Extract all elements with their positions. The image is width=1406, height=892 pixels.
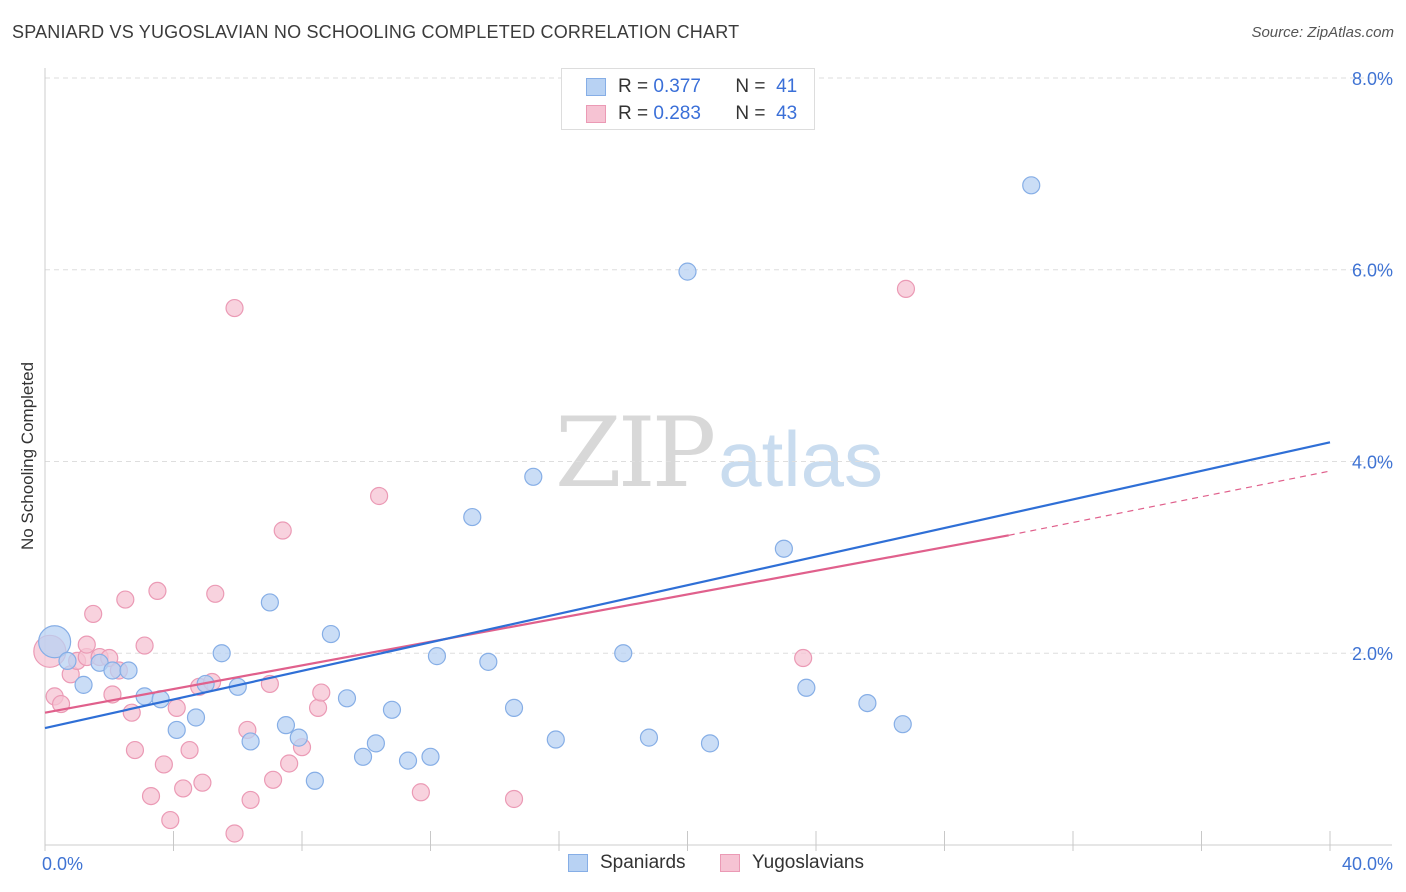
yugoslavian-point bbox=[794, 648, 813, 668]
yugoslavian-point bbox=[141, 786, 161, 806]
legend-n-value: 43 bbox=[776, 103, 798, 124]
spaniard-point bbox=[353, 747, 373, 766]
spaniard-point bbox=[463, 507, 482, 527]
yugoslavian-point bbox=[206, 584, 225, 603]
bottom-legend-spaniards: Spaniards bbox=[568, 852, 686, 874]
legend-r-value: 0.283 bbox=[653, 103, 701, 124]
legend-n-value: 41 bbox=[776, 76, 798, 97]
legend-row-yugoslavians: R = 0.283 N = 43 bbox=[586, 103, 797, 125]
spaniard-point bbox=[893, 715, 912, 734]
yugoslavian-point bbox=[174, 779, 193, 798]
spaniard-point bbox=[1022, 176, 1041, 195]
spaniard-point bbox=[700, 734, 720, 753]
legend-swatch-pink bbox=[586, 105, 606, 123]
yugoslavian-point bbox=[135, 636, 154, 655]
spaniard-point bbox=[186, 708, 206, 727]
spaniard-point bbox=[103, 661, 122, 680]
spaniard-point bbox=[774, 539, 793, 558]
yugoslavian-point bbox=[180, 740, 199, 760]
spaniard-point bbox=[167, 720, 186, 740]
yugoslavian-point bbox=[116, 590, 135, 609]
yugoslavian-point bbox=[193, 773, 212, 792]
bottom-legend-label-spaniards: Spaniards bbox=[600, 852, 686, 873]
spaniard-point bbox=[276, 716, 296, 735]
spaniard-point bbox=[546, 730, 565, 749]
spaniard-point bbox=[260, 593, 279, 612]
spaniard-point bbox=[58, 651, 77, 671]
spaniard-point bbox=[321, 624, 341, 644]
yugoslavian-point bbox=[125, 740, 145, 760]
spaniard-point bbox=[289, 728, 308, 747]
spaniard-point bbox=[241, 732, 260, 751]
legend-r-value: 0.377 bbox=[653, 76, 701, 97]
x-tick-label: 0.0% bbox=[42, 854, 83, 874]
yugoslavian-point bbox=[241, 790, 260, 810]
y-tick-label: 4.0% bbox=[1352, 452, 1393, 472]
spaniard-point bbox=[119, 661, 138, 680]
bottom-swatch-blue bbox=[568, 854, 588, 872]
spaniard-point bbox=[858, 693, 877, 713]
yugoslavian-point bbox=[504, 789, 524, 809]
y-axis-label: No Schooling Completed bbox=[18, 361, 37, 551]
yugoslavian-point bbox=[280, 754, 299, 773]
spaniard-point bbox=[305, 771, 324, 790]
y-tick-label: 6.0% bbox=[1352, 261, 1393, 281]
yugoslavian-point bbox=[225, 298, 244, 318]
legend-n-label: N = bbox=[735, 76, 766, 97]
yugoslavian-point bbox=[77, 635, 96, 654]
y-tick-label: 2.0% bbox=[1352, 644, 1393, 664]
yugoslavian-point bbox=[411, 783, 430, 802]
legend-r-label: R = bbox=[618, 76, 649, 97]
yugoslavian-point bbox=[167, 698, 186, 717]
correlation-legend: R = 0.377 N = 41 R = 0.283 N = 43 bbox=[561, 68, 815, 130]
spaniard-point bbox=[504, 698, 524, 717]
yugoslavian-point bbox=[263, 770, 283, 789]
bottom-legend-label-yugoslavians: Yugoslavians bbox=[752, 852, 864, 873]
bottom-legend-yugoslavians: Yugoslavians bbox=[720, 852, 864, 874]
yugoslavian-point bbox=[896, 279, 916, 298]
spaniard-point bbox=[479, 652, 498, 671]
legend-r-label: R = bbox=[618, 103, 649, 124]
spaniard-point bbox=[382, 700, 402, 719]
spaniard-point bbox=[421, 747, 440, 766]
yugoslavian-trend-line bbox=[44, 534, 1009, 714]
spaniard-trend-line bbox=[44, 441, 1331, 730]
spaniard-point bbox=[74, 675, 93, 694]
yugoslavian-point bbox=[370, 486, 389, 506]
yugoslavian-point bbox=[308, 698, 328, 717]
spaniard-point bbox=[212, 644, 231, 663]
spaniard-point bbox=[797, 678, 816, 697]
spaniard-point bbox=[614, 644, 633, 663]
yugoslavian-point bbox=[148, 581, 167, 601]
spaniard-point bbox=[38, 625, 72, 659]
spaniard-point bbox=[366, 734, 385, 753]
yugoslavian-point bbox=[154, 755, 173, 774]
x-tick-label: 40.0% bbox=[1342, 854, 1393, 874]
legend-row-spaniards: R = 0.377 N = 41 bbox=[586, 76, 797, 98]
legend-swatch-blue bbox=[586, 78, 606, 96]
bottom-swatch-pink bbox=[720, 854, 740, 872]
yugoslavian-point bbox=[161, 810, 180, 830]
spaniard-point bbox=[337, 689, 357, 708]
chart-title: SPANIARD VS YUGOSLAVIAN NO SCHOOLING COM… bbox=[12, 22, 740, 42]
y-tick-label: 8.0% bbox=[1352, 69, 1393, 89]
spaniard-point bbox=[639, 728, 659, 747]
legend-n-label: N = bbox=[735, 103, 766, 124]
spaniard-point bbox=[398, 751, 418, 770]
yugoslavian-point bbox=[273, 521, 292, 540]
source-note: Source: ZipAtlas.com bbox=[1251, 24, 1394, 41]
spaniard-point bbox=[524, 467, 543, 486]
yugoslavian-point bbox=[312, 683, 331, 702]
spaniard-point bbox=[678, 262, 697, 281]
yugoslavian-point bbox=[225, 824, 244, 843]
spaniard-point bbox=[427, 647, 447, 666]
yugoslavian-point bbox=[84, 604, 103, 624]
